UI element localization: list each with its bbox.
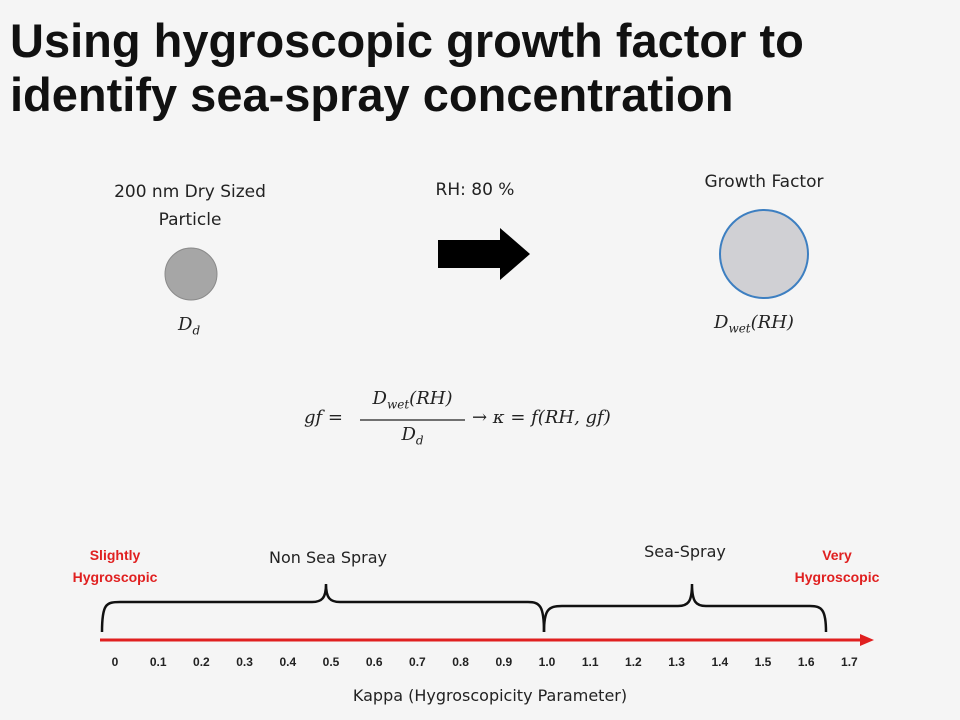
denominator-subscript: d bbox=[415, 433, 424, 448]
very-hygroscopic-line-1: Very bbox=[822, 547, 852, 563]
wet-diameter-suffix: (RH) bbox=[750, 312, 794, 333]
wet-diameter-subscript: wet bbox=[728, 321, 751, 336]
slightly-hygroscopic-label: Slightly Hygroscopic bbox=[50, 544, 180, 588]
dry-particle-label-line-2: Particle bbox=[158, 210, 222, 230]
equation-numerator: Dwet(RH) bbox=[360, 388, 465, 412]
equation-denominator: Dd bbox=[360, 424, 465, 448]
kappa-tick-label: 1.4 bbox=[711, 655, 729, 669]
kappa-tick-label: 1.0 bbox=[538, 655, 556, 669]
kappa-tick-label: 0.7 bbox=[409, 655, 426, 669]
numerator-suffix: (RH) bbox=[409, 388, 453, 409]
wet-diameter-symbol: Dwet(RH) bbox=[714, 312, 794, 336]
kappa-tick-label: 1.3 bbox=[668, 655, 685, 669]
kappa-tick-label: 0.1 bbox=[149, 655, 167, 669]
equation-rhs: → κ = f(RH, gf) bbox=[472, 407, 611, 428]
kappa-axis-label: Kappa (Hygroscopicity Parameter) bbox=[352, 686, 628, 705]
kappa-tick-label: 0 bbox=[111, 655, 119, 669]
slide-title: Using hygroscopic growth factor to ident… bbox=[10, 14, 950, 122]
numerator-letter: D bbox=[372, 388, 387, 409]
kappa-tick-label: 0.5 bbox=[322, 655, 340, 669]
kappa-tick-label: 1.2 bbox=[625, 655, 642, 669]
kappa-tick-label: 0.6 bbox=[365, 655, 383, 669]
slide-title-line-1: Using hygroscopic growth factor to bbox=[10, 14, 804, 67]
slightly-hygroscopic-line-2: Hygroscopic bbox=[72, 569, 158, 585]
kappa-tick-label: 1.6 bbox=[797, 655, 815, 669]
denominator-letter: D bbox=[401, 424, 416, 445]
kappa-tick-label: 0.2 bbox=[193, 655, 210, 669]
dry-particle-label-line-1: 200 nm Dry Sized bbox=[114, 182, 266, 202]
kappa-tick-label: 1.1 bbox=[581, 655, 599, 669]
kappa-tick-label: 1.7 bbox=[841, 655, 858, 669]
very-hygroscopic-line-2: Hygroscopic bbox=[794, 569, 880, 585]
numerator-subscript: wet bbox=[386, 397, 410, 412]
non-sea-spray-brace bbox=[100, 583, 546, 633]
dry-diameter-symbol: Dd bbox=[178, 314, 200, 338]
dry-particle-circle bbox=[164, 247, 218, 301]
kappa-tick-label: 0.9 bbox=[495, 655, 513, 669]
humidity-arrow bbox=[438, 228, 530, 280]
kappa-tick-label: 0.8 bbox=[452, 655, 469, 669]
very-hygroscopic-label: Very Hygroscopic bbox=[772, 544, 902, 588]
dry-particle-label: 200 nm Dry Sized Particle bbox=[80, 178, 300, 234]
equation-lhs: gf = bbox=[304, 407, 343, 428]
growth-factor-label: Growth Factor bbox=[704, 172, 824, 192]
kappa-tick-label: 0.4 bbox=[279, 655, 297, 669]
kappa-tick-label: 1.5 bbox=[754, 655, 772, 669]
wet-diameter-letter: D bbox=[714, 312, 729, 333]
sea-spray-label: Sea-Spray bbox=[644, 542, 726, 561]
non-sea-spray-label: Non Sea Spray bbox=[268, 548, 388, 567]
slightly-hygroscopic-line-1: Slightly bbox=[89, 547, 141, 563]
dry-diameter-subscript: d bbox=[192, 323, 201, 338]
sea-spray-brace bbox=[542, 583, 828, 633]
slide-title-line-2: identify sea-spray concentration bbox=[10, 68, 734, 121]
humidity-label: RH: 80 % bbox=[435, 180, 515, 200]
dry-diameter-letter: D bbox=[178, 314, 193, 335]
kappa-tick-label: 0.3 bbox=[236, 655, 253, 669]
wet-particle-circle bbox=[719, 209, 809, 299]
kappa-axis-arrowhead bbox=[860, 634, 874, 646]
